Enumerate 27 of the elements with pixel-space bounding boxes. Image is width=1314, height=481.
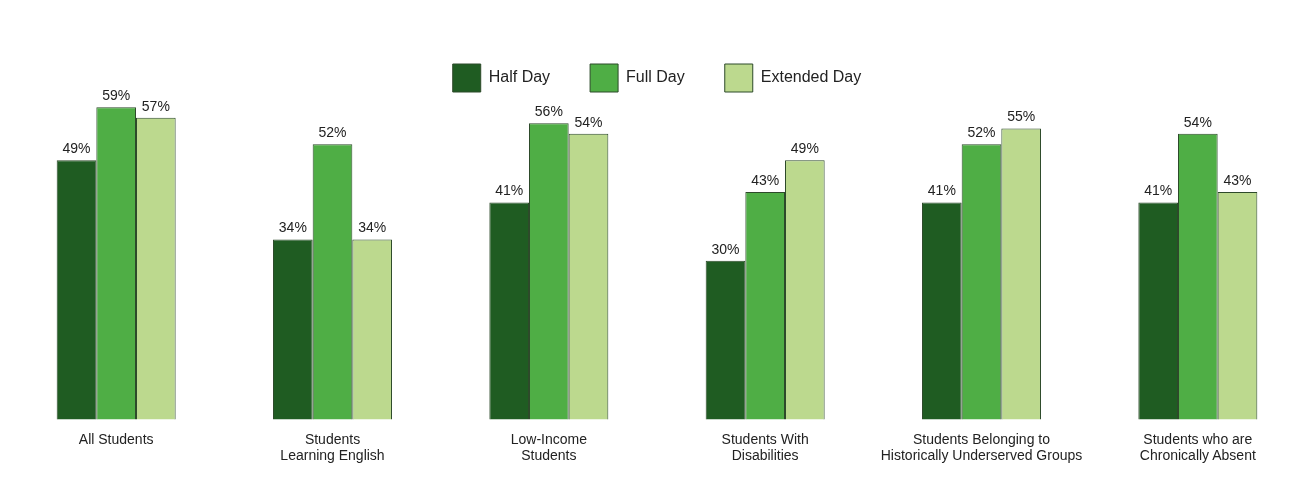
data-label: 54%: [574, 113, 603, 130]
data-label: 34%: [278, 219, 307, 236]
data-label: 54%: [1183, 113, 1212, 130]
data-label: 55%: [1007, 108, 1036, 125]
data-label: 57%: [141, 97, 170, 114]
data-label: 56%: [534, 103, 563, 120]
data-label: 52%: [967, 124, 996, 141]
data-label: 59%: [102, 87, 131, 104]
legend-label: Half Day: [488, 68, 551, 86]
data-label: 41%: [927, 182, 956, 199]
x-tick-label: Students Belonging to Historically Underserved Groups: [880, 430, 1083, 464]
data-label: 41%: [1144, 182, 1173, 199]
legend-label: Extended Day: [760, 68, 862, 86]
data-label: 43%: [1223, 171, 1252, 188]
data-label: 52%: [318, 124, 347, 141]
data-label: 43%: [751, 171, 780, 188]
x-tick-label: Low-Income Students: [510, 430, 588, 464]
data-label: 30%: [711, 240, 740, 257]
x-tick-label: All Students: [78, 430, 154, 447]
x-tick-label: Students Learning English: [280, 430, 385, 464]
data-label: 34%: [358, 219, 387, 236]
data-label: 49%: [62, 140, 91, 157]
x-tick-label: Students who are Chronically Absent: [1139, 430, 1256, 464]
legend-label: Full Day: [626, 68, 685, 86]
data-label: 49%: [790, 140, 819, 157]
data-label: 41%: [495, 182, 524, 199]
x-tick-label: Students With Disabilities: [721, 430, 809, 464]
